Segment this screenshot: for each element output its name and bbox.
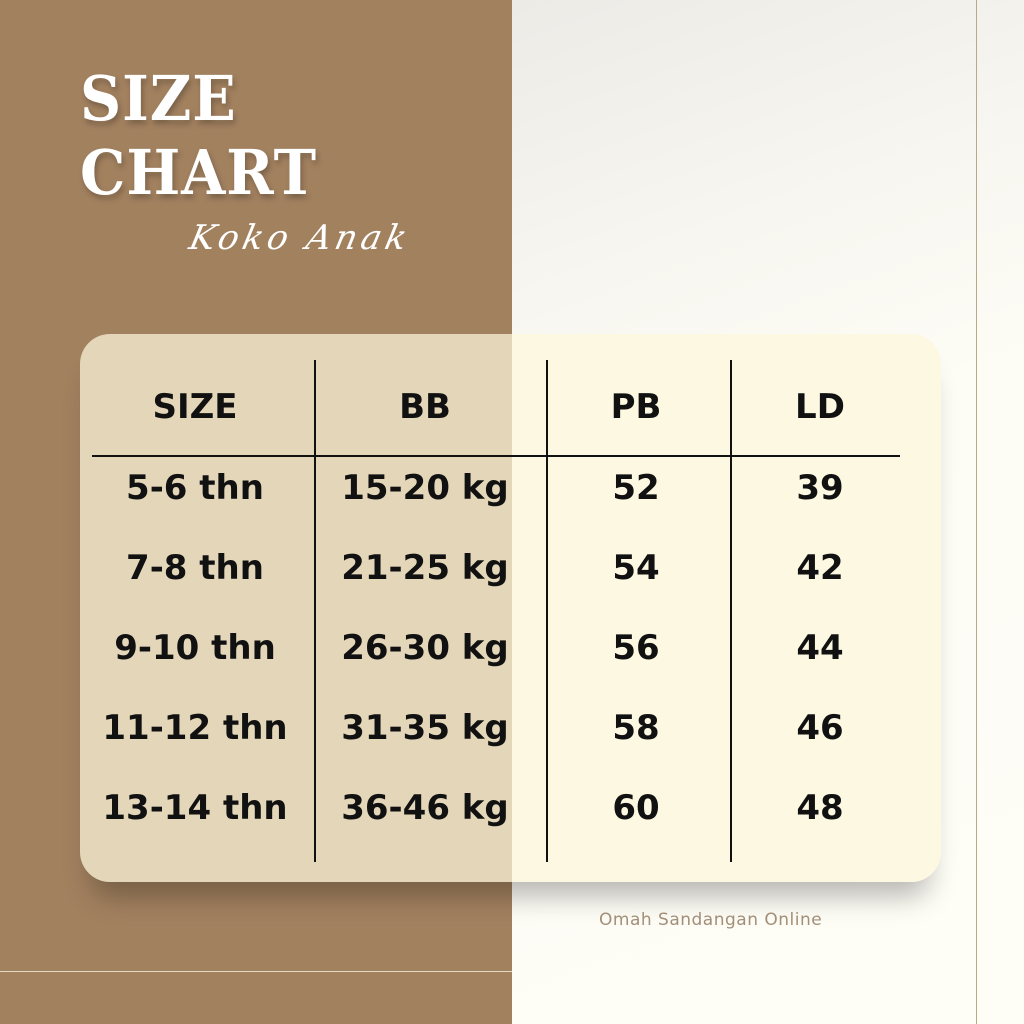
table-cell: 60 [612, 788, 660, 828]
title-line-1: SIZE [80, 62, 237, 135]
table-cell: 52 [612, 468, 660, 508]
table-cell: 13-14 thn [102, 788, 288, 828]
table-cell: 58 [612, 708, 660, 748]
column-header: PB [610, 387, 662, 427]
brand-footer: Omah Sandangan Online [599, 910, 823, 930]
divider-vertical [976, 0, 977, 1024]
column-divider [546, 360, 548, 862]
table-cell: 44 [796, 628, 844, 668]
table-cell: 11-12 thn [102, 708, 288, 748]
table-cell: 15-20 kg [341, 468, 509, 508]
table-cell: 42 [796, 548, 844, 588]
table-cell: 31-35 kg [341, 708, 509, 748]
divider-horizontal [0, 971, 512, 972]
table-cell: 9-10 thn [114, 628, 276, 668]
subtitle: Koko Anak [185, 218, 415, 258]
table-cell: 48 [796, 788, 844, 828]
table-cell: 46 [796, 708, 844, 748]
card-tint [512, 334, 941, 882]
page-title: SIZE CHART [80, 62, 317, 210]
column-divider [314, 360, 316, 862]
title-line-2: CHART [80, 136, 318, 209]
column-header: LD [795, 387, 845, 427]
size-table: SIZE BB PB LD 5-6 thn 15-20 kg 52 39 7-8 thn 21-2… [80, 334, 941, 882]
table-cell: 39 [796, 468, 844, 508]
column-header: BB [399, 387, 451, 427]
column-divider [730, 360, 732, 862]
table-cell: 54 [612, 548, 660, 588]
table-cell: 36-46 kg [341, 788, 509, 828]
table-cell: 21-25 kg [341, 548, 509, 588]
table-cell: 56 [612, 628, 660, 668]
column-header: SIZE [152, 387, 238, 427]
table-cell: 5-6 thn [126, 468, 264, 508]
table-cell: 26-30 kg [341, 628, 509, 668]
table-cell: 7-8 thn [126, 548, 264, 588]
header-divider [92, 455, 900, 457]
